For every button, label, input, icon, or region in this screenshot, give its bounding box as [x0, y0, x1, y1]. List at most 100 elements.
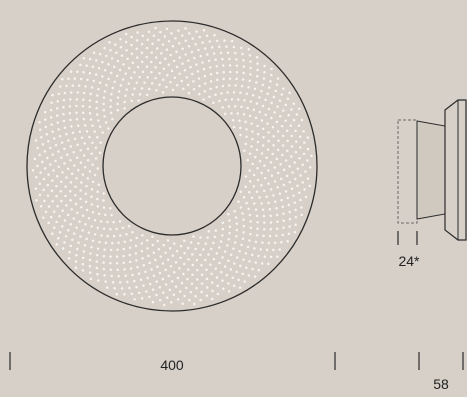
perforation-dot	[92, 51, 96, 54]
perforation-dot	[36, 164, 39, 168]
perforation-dot	[91, 65, 95, 68]
perforation-dot	[187, 59, 190, 62]
perforation-dot	[82, 117, 86, 121]
perforation-dot	[56, 99, 59, 103]
perforation-dot	[84, 200, 88, 204]
perforation-dot	[110, 57, 114, 60]
perforation-dot	[284, 103, 288, 107]
perforation-dot	[222, 287, 225, 291]
perforation-dot	[216, 284, 219, 288]
perforation-dot	[286, 196, 289, 200]
perforation-dot	[96, 205, 100, 208]
perforation-dot	[267, 139, 270, 143]
depth-label: 58	[433, 376, 449, 392]
perforation-dot	[93, 130, 96, 133]
perforation-dot	[155, 47, 159, 50]
perforation-dot	[49, 215, 53, 219]
perforation-dot	[102, 267, 106, 271]
perforation-dot	[235, 222, 239, 225]
perforation-dot	[170, 280, 174, 283]
perforation-dot	[138, 93, 142, 96]
perforation-dot	[263, 189, 266, 193]
perforation-dot	[308, 166, 312, 169]
perforation-dot	[269, 80, 272, 83]
bracket-dashed-outline	[397, 119, 418, 224]
perforation-dot	[57, 165, 61, 169]
perforation-dot	[240, 84, 244, 88]
perforation-dot	[174, 36, 177, 40]
perforation-dot	[81, 256, 85, 260]
perforation-dot	[88, 57, 92, 61]
perforation-dot	[89, 252, 92, 255]
perforation-dot	[91, 141, 94, 144]
perforation-dot	[99, 220, 103, 223]
perforation-dot	[135, 47, 139, 50]
perforation-dot	[272, 144, 275, 147]
perforation-dot	[195, 286, 198, 290]
perforation-dot	[83, 243, 87, 247]
perforation-dot	[135, 56, 139, 59]
perforation-dot	[269, 214, 272, 218]
perforation-dot	[215, 252, 219, 255]
perforation-dot	[288, 165, 291, 168]
perforation-dot	[256, 221, 259, 224]
perforation-dot	[256, 124, 259, 128]
perforation-dot	[242, 195, 246, 199]
perforation-dot	[38, 182, 42, 185]
perforation-dot	[67, 139, 70, 142]
perforation-dot	[280, 93, 284, 96]
perforation-dot	[102, 108, 106, 112]
perforation-dot	[271, 125, 275, 129]
perforation-dot	[124, 32, 128, 36]
perforation-dot	[65, 204, 68, 207]
perforation-dot	[227, 84, 231, 87]
perforation-dot	[240, 243, 243, 247]
perforation-dot	[80, 181, 83, 184]
perforation-dot	[241, 52, 244, 56]
perforation-dot	[173, 242, 176, 245]
perforation-dot	[221, 227, 225, 231]
perforation-dot	[74, 202, 78, 206]
perforation-dot	[70, 208, 73, 211]
perforation-dot	[227, 259, 230, 262]
perforation-dot	[212, 52, 216, 55]
perforation-dot	[200, 290, 203, 294]
perforation-dot	[74, 194, 77, 197]
perforation-dot	[239, 91, 242, 95]
perforation-dot	[255, 74, 259, 78]
perforation-dot	[35, 198, 38, 202]
perforation-dot	[120, 54, 124, 57]
perforation-dot	[80, 206, 83, 209]
perforation-dot	[81, 214, 85, 218]
perforation-dot	[109, 207, 112, 210]
perforation-dot	[142, 263, 145, 267]
perforation-dot	[249, 232, 252, 236]
perforation-dot	[265, 248, 269, 252]
perforation-dot	[91, 180, 95, 184]
perforation-dot	[270, 116, 273, 120]
perforation-dot	[209, 263, 212, 266]
perforation-dot	[235, 70, 239, 74]
perforation-dot	[43, 167, 47, 170]
perforation-dot	[238, 286, 242, 289]
perforation-dot	[130, 76, 133, 80]
perforation-dot	[205, 34, 209, 38]
perforation-dot	[158, 298, 162, 302]
perforation-dot	[276, 105, 279, 108]
perforation-dot	[122, 261, 125, 265]
perforation-dot	[264, 98, 267, 102]
perforation-dot	[52, 210, 56, 213]
perforation-dot	[94, 73, 98, 76]
perforation-dot	[34, 187, 38, 190]
perforation-dot	[76, 247, 79, 251]
perforation-dot	[46, 194, 50, 197]
perforation-dot	[55, 114, 59, 117]
perforation-dot	[233, 241, 237, 244]
perforation-dot	[63, 219, 67, 222]
perforation-dot	[166, 258, 170, 262]
perforation-dot	[136, 65, 140, 69]
perforation-dot	[189, 65, 192, 69]
perforation-dot	[269, 221, 273, 224]
perforation-dot	[58, 134, 62, 138]
perforation-dot	[69, 98, 72, 101]
